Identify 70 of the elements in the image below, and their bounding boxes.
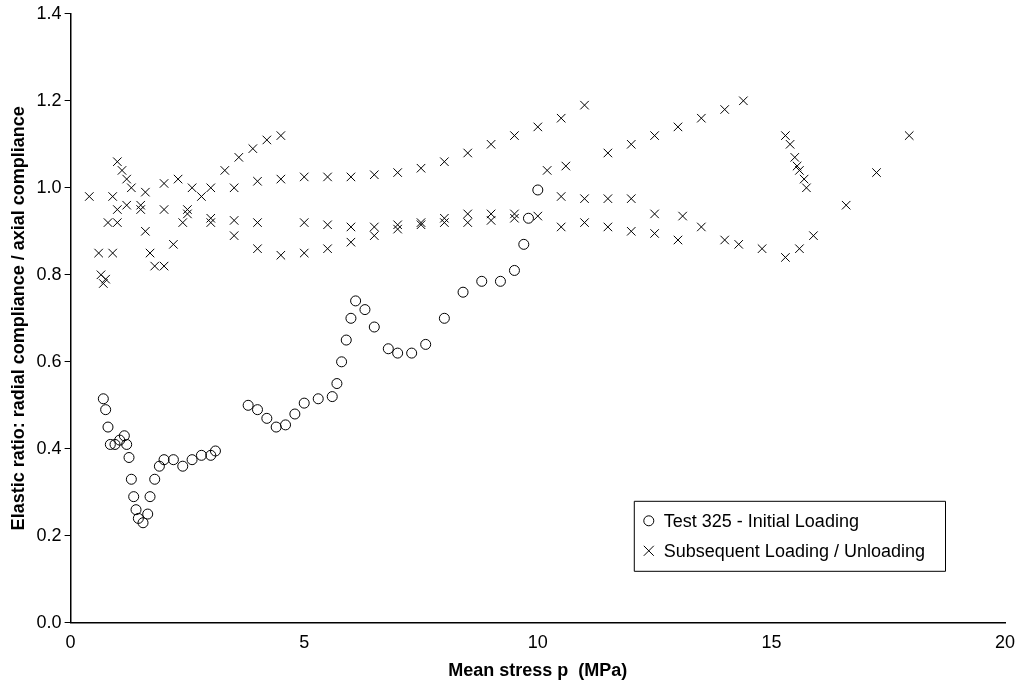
y-axis-title: Elastic ratio: radial compliance / axial compliance [7, 106, 28, 531]
point [522, 212, 534, 224]
point [102, 421, 114, 433]
legend-label: Test 325 - Initial Loading [663, 510, 859, 531]
point [518, 238, 530, 250]
legend-label: Subsequent Loading / Unloading [663, 540, 926, 561]
point [109, 438, 121, 450]
point [118, 430, 130, 442]
point [270, 421, 282, 433]
point [149, 473, 161, 485]
x-tick-label: 0 [65, 631, 76, 652]
point [312, 393, 324, 405]
point [476, 275, 488, 287]
y-tick-label: 0.6 [36, 350, 62, 371]
point [457, 286, 469, 298]
x-tick-label: 20 [994, 631, 1016, 652]
point [406, 347, 418, 359]
point [350, 295, 362, 307]
point [438, 312, 450, 324]
point [209, 445, 221, 457]
point [242, 399, 254, 411]
x-tick-label: 5 [299, 631, 310, 652]
y-tick-label: 0.4 [36, 437, 62, 458]
y-tick-label: 1.2 [36, 89, 62, 110]
x-tick-label: 10 [527, 631, 548, 652]
y-tick-label: 0.0 [36, 611, 62, 632]
point [195, 449, 207, 461]
point [368, 321, 380, 333]
y-tick-label: 1.4 [36, 2, 62, 23]
point [420, 338, 432, 350]
point [137, 517, 149, 529]
y-tick-label: 0.2 [36, 524, 62, 545]
y-tick-label: 1.0 [36, 176, 62, 197]
y-tick-label: 0.8 [36, 263, 62, 284]
point [123, 452, 135, 463]
point [177, 460, 189, 472]
point [252, 404, 263, 416]
point [128, 491, 140, 503]
point [97, 393, 109, 405]
point [359, 304, 371, 316]
point [261, 412, 273, 424]
point [132, 512, 144, 524]
point [298, 397, 310, 409]
point [125, 473, 137, 485]
point [331, 378, 343, 390]
point [167, 454, 179, 466]
point [186, 454, 198, 466]
x-tick-label: 15 [761, 631, 782, 652]
point [153, 460, 165, 472]
point [142, 508, 154, 520]
point [280, 419, 292, 431]
point [392, 347, 404, 359]
point [104, 438, 116, 450]
point [336, 356, 348, 368]
point [158, 454, 170, 466]
point [144, 491, 156, 503]
point [289, 408, 301, 420]
point [340, 334, 352, 346]
point [508, 264, 520, 276]
point [494, 275, 506, 287]
point [121, 438, 133, 450]
point [532, 184, 544, 196]
point [205, 449, 217, 461]
point [130, 504, 142, 516]
point [114, 434, 126, 446]
point [100, 404, 112, 416]
point [345, 312, 357, 324]
x-axis-title: Mean stress p (MPa) [448, 660, 628, 681]
point [382, 343, 394, 355]
point [326, 391, 338, 403]
